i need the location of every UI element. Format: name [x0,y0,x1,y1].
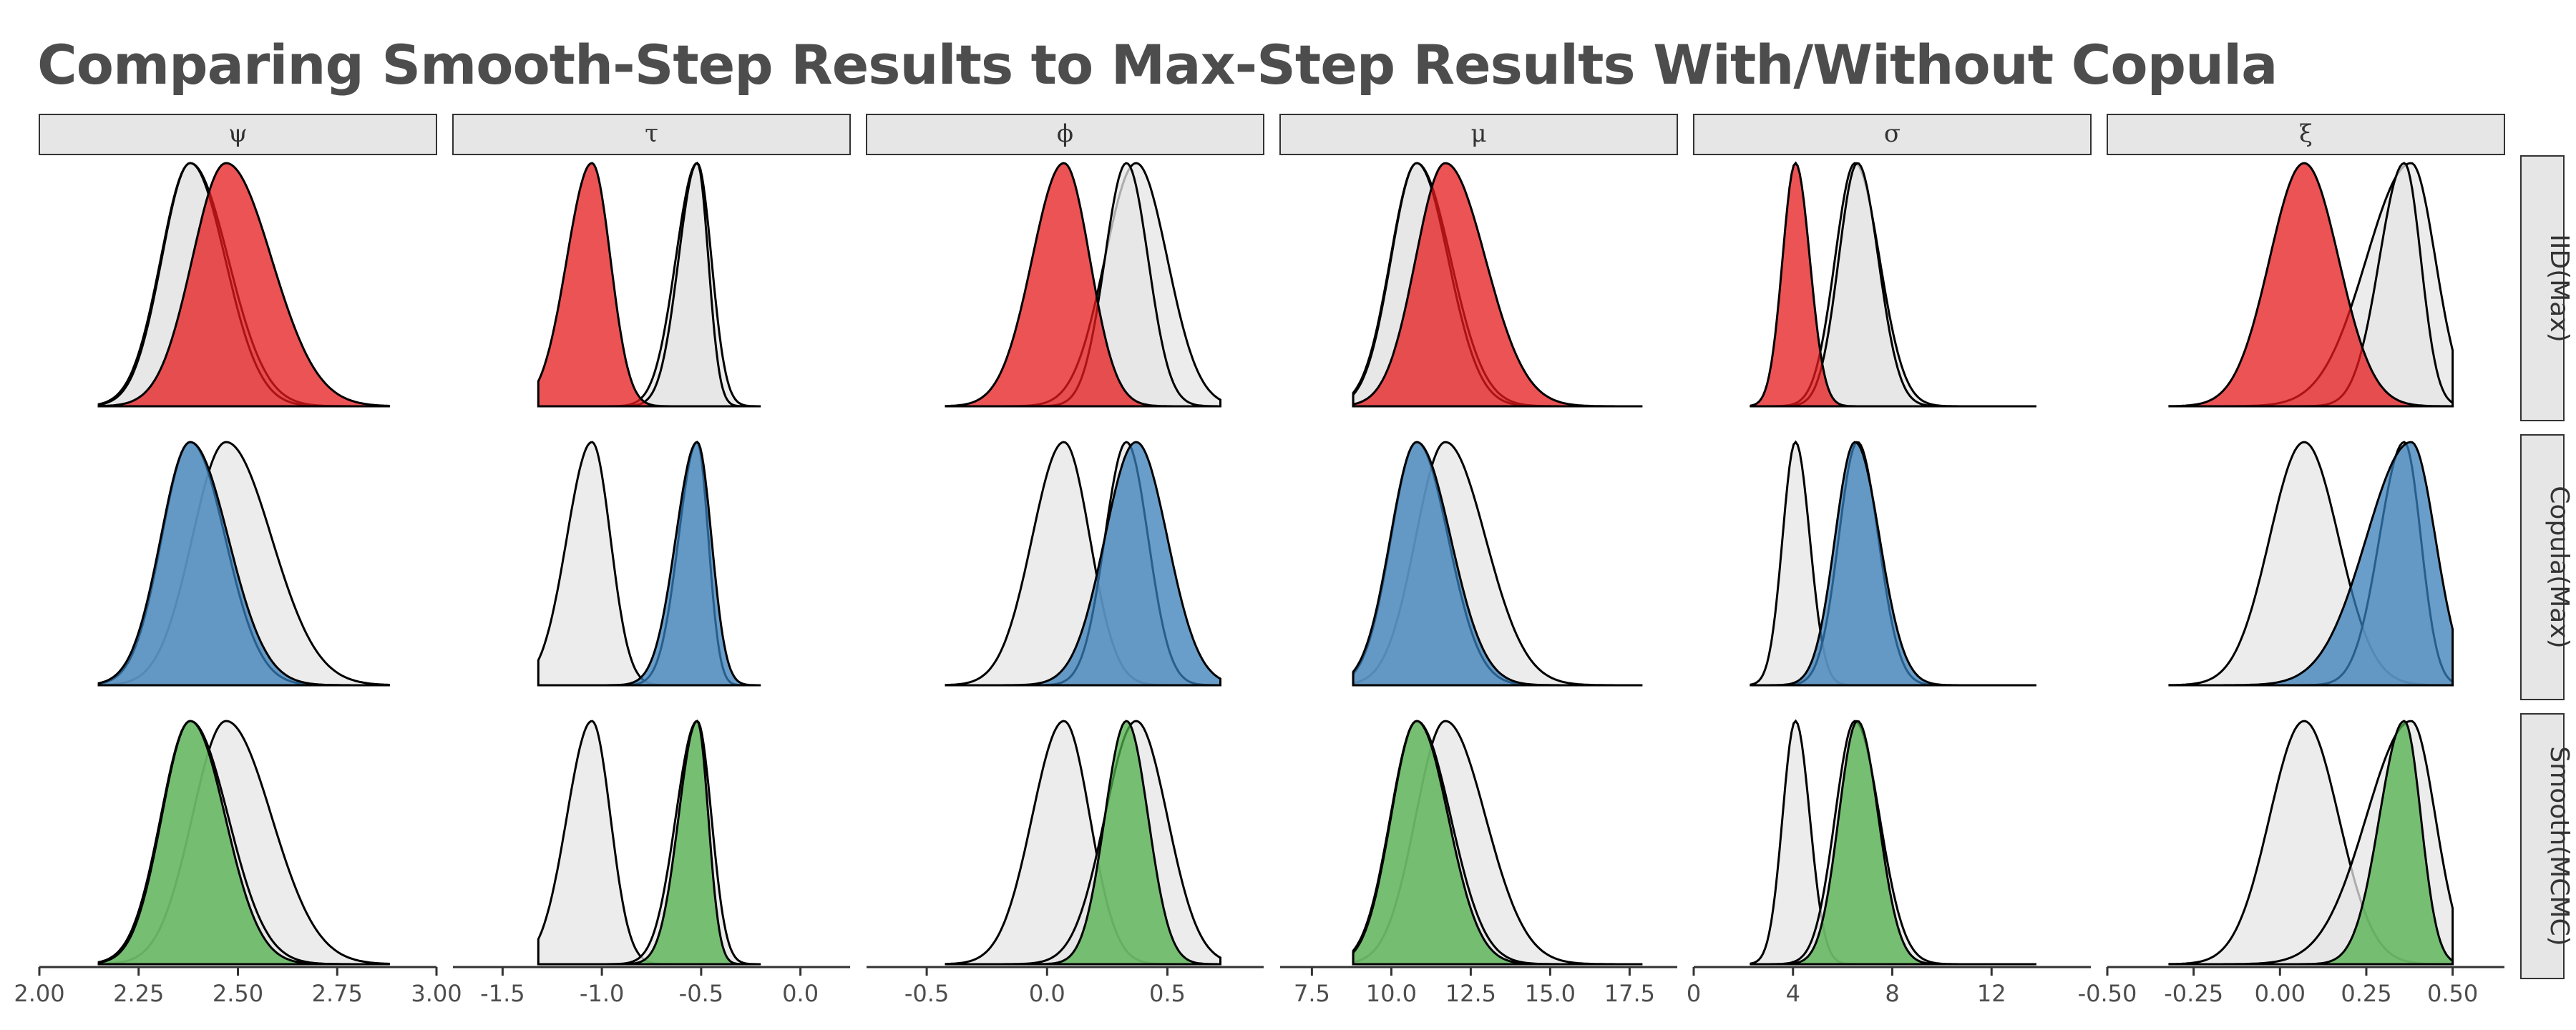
x-tick-label: 12.5 [1445,980,1496,1007]
x-tick-label: -1.0 [580,980,624,1007]
facet-strip [2107,114,2505,155]
row-strip [2520,155,2565,421]
highlight-density [97,720,389,966]
x-tick-label: 2.50 [213,980,263,1007]
x-tick-label: -0.5 [904,980,949,1007]
row-strip-label: IID(Max) [2545,234,2574,342]
facet-strip-label: ϕ [1057,119,1073,148]
highlight-density [1750,441,2036,687]
highlight-density [2169,441,2454,687]
facet-strip-label: ξ [2299,119,2313,148]
row-strip [2520,713,2565,979]
x-tick-label: -1.5 [480,980,525,1007]
x-tick-label: 0.25 [2341,980,2391,1007]
x-tick-label: 0.0 [782,980,819,1007]
facet-strip [452,114,851,155]
highlight-density [1352,720,1643,966]
highlight-density [538,441,761,687]
highlight-density [97,162,390,408]
x-tick-label: -0.50 [2078,980,2137,1007]
facet-strip [1279,114,1678,155]
facet-strip [39,114,437,155]
chart-title: Comparing Smooth-Step Results to Max-Ste… [37,33,2278,97]
x-tick-label: 4 [1786,980,1800,1007]
highlight-density [946,720,1221,966]
facet-strip [1693,114,2092,155]
row-strip-label: Smooth(MCMC) [2545,746,2574,946]
reference-density [537,720,761,966]
row-strip-label: Copula(Max) [2545,486,2574,648]
x-tick-label: -0.25 [2164,980,2223,1007]
highlight-density [1750,161,2036,408]
x-tick-label: 17.5 [1604,980,1655,1007]
x-tick-label: 2.00 [14,980,64,1007]
highlight-density [2169,720,2454,966]
x-tick-label: 0.0 [1029,980,1065,1007]
highlight-density [1352,441,1643,687]
x-tick-label: 2.25 [113,980,164,1007]
x-tick-label: 0 [1687,980,1701,1007]
x-tick-label: 0.5 [1149,980,1186,1007]
x-tick-label: 3.00 [411,980,462,1007]
x-tick-label: 12 [1977,980,2006,1007]
facet-strip [866,114,1264,155]
highlight-density [97,441,389,687]
highlight-density [946,441,1221,687]
highlight-density [537,162,761,408]
highlight-density [1750,720,2036,966]
facet-strip-label: σ [1884,119,1901,148]
x-tick-label: 0.00 [2255,980,2306,1007]
x-tick-label: -0.5 [679,980,723,1007]
x-tick-label: 2.75 [312,980,363,1007]
facet-strip-label: ψ [228,119,248,148]
highlight-density [1352,162,1643,408]
highlight-density [945,162,1221,408]
facet-strip-label: τ [645,119,658,148]
reference-density [537,441,761,687]
row-strip [2520,434,2565,700]
x-tick-label: 15.0 [1525,980,1576,1007]
highlight-density [538,720,761,966]
x-tick-label: 0.50 [2427,980,2478,1007]
x-tick-label: 8 [1885,980,1899,1007]
x-tick-label: 10.0 [1366,980,1417,1007]
highlight-density [2168,162,2453,408]
x-tick-label: 7.5 [1294,980,1330,1007]
facet-strip-label: μ [1470,119,1486,148]
